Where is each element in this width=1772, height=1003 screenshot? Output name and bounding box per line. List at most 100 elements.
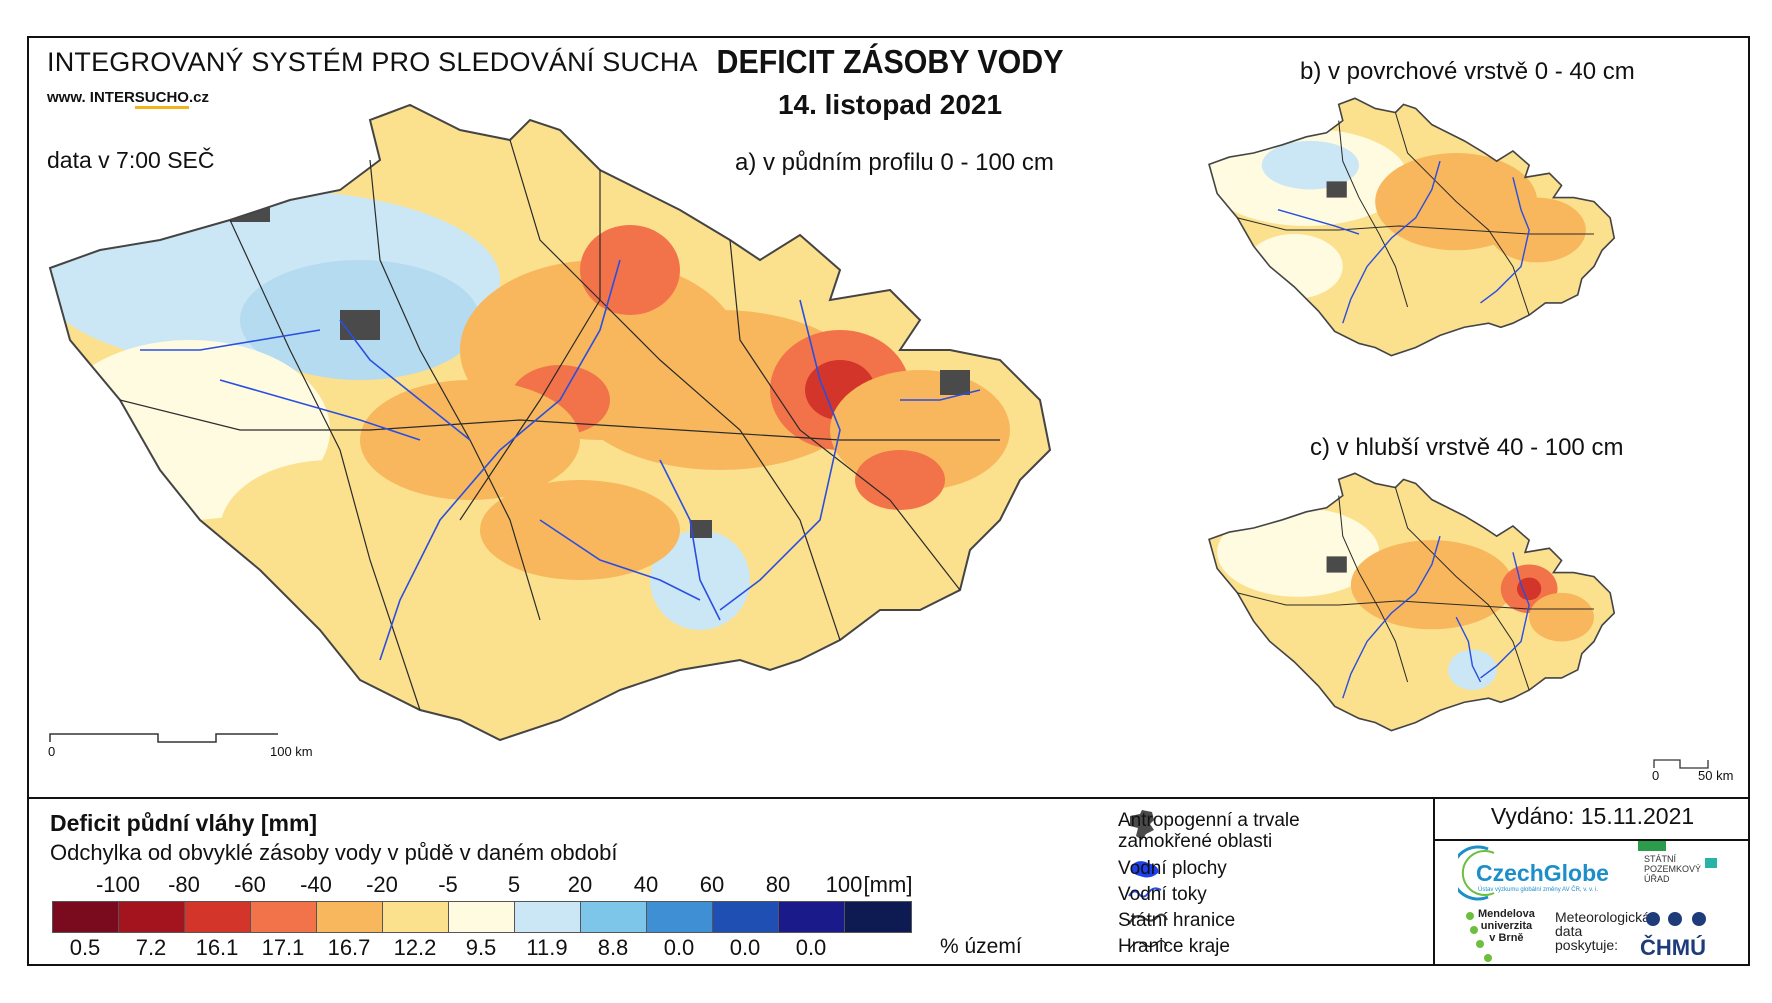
key-rivers: Vodní toky — [1118, 884, 1207, 905]
legend-percent: 0.0 — [795, 935, 827, 960]
map-frame — [27, 36, 1750, 966]
legend-swatch-9 — [647, 902, 713, 932]
region-border-icon — [1128, 940, 1168, 951]
map-c-title: c) v hlubší vrstvě 40 - 100 cm — [1310, 434, 1624, 461]
spu-logo-bar — [1638, 841, 1666, 851]
chmu-logo: ČHMÚ — [1640, 935, 1706, 960]
legend-swatch-7 — [515, 902, 581, 932]
legend-percent: 0.5 — [69, 935, 101, 960]
mendel-dot-3 — [1476, 940, 1484, 948]
website-link[interactable]: www. INTERSUCHO.cz — [47, 89, 209, 109]
key-water-bodies: Vodní plochy — [1118, 858, 1227, 879]
legend-subtitle: Odchylka od obvyklé zásoby vody v půdě v… — [50, 840, 618, 865]
key-region-border: Hranice kraje — [1118, 936, 1230, 957]
map-b-surface-layer — [1208, 97, 1616, 357]
issued-date: Vydáno: 15.11.2021 — [1490, 803, 1695, 829]
legend-swatch-2 — [185, 902, 251, 932]
legend-threshold: 5 — [507, 872, 521, 897]
legend-threshold: 60 — [699, 872, 725, 897]
mendel-line1: Mendelova — [1478, 908, 1535, 920]
czechglobe-subtitle: Ústav výzkumu globální změny AV ČR, v. v… — [1478, 887, 1599, 893]
map-date: 14. listopad 2021 — [777, 89, 1003, 120]
legend-percent: 16.7 — [327, 935, 371, 960]
legend-swatch-0 — [53, 902, 119, 932]
legend-swatch-6 — [449, 902, 515, 932]
legend-percent: 12.2 — [393, 935, 437, 960]
meteo-line2: data — [1555, 923, 1583, 939]
data-time: data v 7:00 SEČ — [47, 147, 215, 173]
legend-swatch-8 — [581, 902, 647, 932]
scale-a-end: 100 km — [270, 744, 313, 759]
key-anthropogenic-line1: Antropogenní a trvale — [1118, 810, 1300, 831]
legend-swatch-1 — [119, 902, 185, 932]
legend-color-scale — [52, 901, 912, 933]
legend-swatch-10 — [713, 902, 779, 932]
chmu-logo-dot-3 — [1692, 912, 1706, 926]
legend-threshold: -40 — [300, 872, 332, 897]
website-prefix: www. INTER — [47, 89, 135, 106]
chmu-logo-dot-1 — [1646, 912, 1660, 926]
mendel-line2: univerzita — [1480, 920, 1533, 932]
legend-swatch-4 — [317, 902, 383, 932]
main-title: DEFICIT ZÁSOBY VODY — [716, 43, 1064, 80]
map-a-full-profile — [48, 103, 1052, 742]
spu-logo: STÁTNÍ POZEMKOVÝ ÚŘAD — [1644, 854, 1701, 884]
meteo-line1: Meteorologická — [1555, 909, 1650, 925]
legend-swatch-11 — [779, 902, 845, 932]
mendel-dot-1 — [1466, 912, 1474, 920]
legend-swatch-5 — [383, 902, 449, 932]
map-b-title: b) v povrchové vrstvě 0 - 40 cm — [1300, 58, 1635, 85]
map-a-title: a) v půdním profilu 0 - 100 cm — [735, 149, 1054, 176]
mendel-logo: Mendelova univerzita v Brně — [1478, 908, 1535, 944]
website-highlight: SUCHO — [134, 89, 189, 109]
legend-divider — [27, 797, 1750, 799]
czechglobe-logo — [1458, 845, 1495, 901]
key-state-border: Státní hranice — [1118, 910, 1236, 931]
legend-threshold: -100 — [95, 872, 141, 897]
system-title: INTEGROVANÝ SYSTÉM PRO SLEDOVÁNÍ SUCHA — [47, 47, 698, 77]
legend-percent: 0.0 — [729, 935, 761, 960]
legend-swatch-12 — [845, 902, 911, 932]
key-anthropogenic-line2: zamokřené oblasti — [1118, 831, 1273, 852]
website-suffix: .cz — [188, 89, 209, 106]
legend-percentages: 0.5 7.2 16.1 17.1 16.7 12.2 9.5 11.9 8.8 0.0 0.0 0.… — [52, 935, 982, 965]
anthropogenic-area-icon — [1130, 810, 1154, 840]
legend-percent: 9.5 — [465, 935, 497, 960]
legend-percent: 16.1 — [195, 935, 239, 960]
legend-threshold: -20 — [366, 872, 398, 897]
map-c-deep-layer — [1208, 472, 1616, 732]
spu-line3: ÚŘAD — [1644, 874, 1670, 884]
scale-small-start: 0 — [1652, 768, 1660, 783]
legend-percent: 7.2 — [135, 935, 167, 960]
spu-line1: STÁTNÍ — [1644, 854, 1677, 864]
meteo-data-note: Meteorologická data poskytuje: — [1555, 910, 1650, 952]
meteo-line3: poskytuje: — [1555, 937, 1619, 953]
footer-divider — [1433, 797, 1435, 966]
issued-divider — [1433, 839, 1750, 841]
legend-unit: [mm] — [863, 872, 913, 897]
legend-percent: 17.1 — [261, 935, 305, 960]
river-icon — [1128, 887, 1162, 898]
legend-threshold: -5 — [438, 872, 458, 897]
spu-line2: POZEMKOVÝ — [1644, 864, 1702, 874]
legend-percent: 0.0 — [663, 935, 695, 960]
spu-logo-accent — [1705, 858, 1717, 868]
legend-thresholds: -100 -80 -60 -40 -20 -5 5 20 40 60 80 100 [mm] — [52, 872, 982, 902]
legend-threshold: 100 — [825, 872, 863, 897]
key-anthropogenic: Antropogenní a trvale zamokřené oblasti — [1118, 810, 1300, 852]
legend-swatch-3 — [251, 902, 317, 932]
scale-bar-small — [1653, 759, 1709, 769]
legend-threshold: -60 — [234, 872, 266, 897]
mendel-dot-4 — [1484, 954, 1492, 962]
legend-threshold: 40 — [633, 872, 659, 897]
scale-small-end: 50 km — [1698, 768, 1734, 783]
mendel-dot-2 — [1470, 926, 1478, 934]
scale-a-start: 0 — [48, 744, 56, 759]
legend-threshold: 80 — [765, 872, 791, 897]
legend-threshold: 20 — [567, 872, 593, 897]
chmu-logo-dot-2 — [1668, 912, 1682, 926]
state-border-icon — [1128, 913, 1168, 925]
percent-unit-label: % území — [940, 935, 1022, 958]
scale-bar-a — [49, 733, 278, 743]
legend-threshold: -80 — [168, 872, 200, 897]
